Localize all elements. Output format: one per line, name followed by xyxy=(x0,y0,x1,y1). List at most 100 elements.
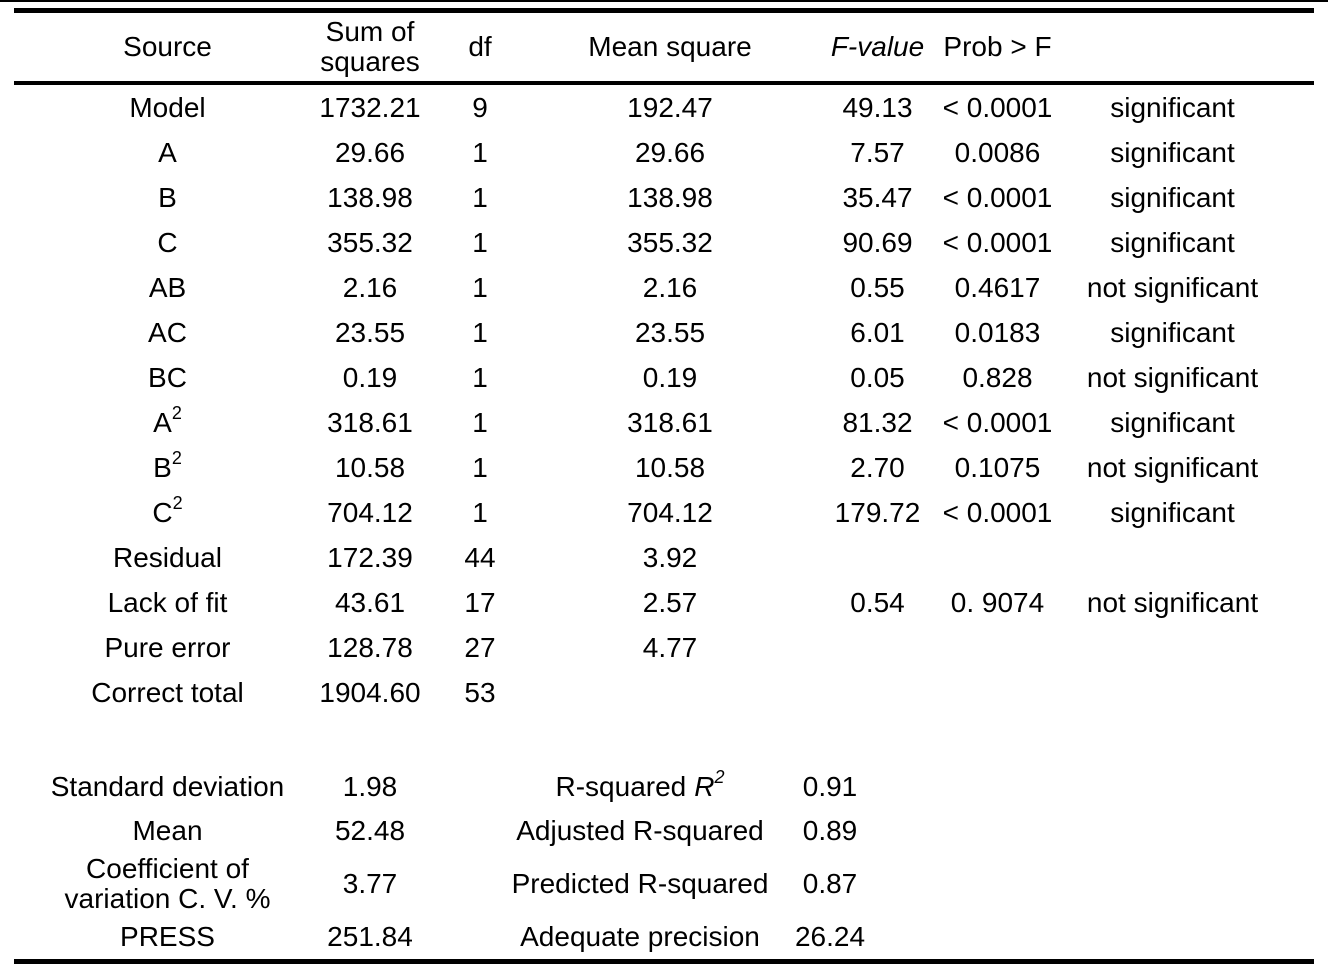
cell-sum-of-squares: 10.58 xyxy=(334,451,406,483)
label-text: R-squared xyxy=(555,771,687,802)
anova-row-ac: AC 23.55 1 23.55 6.01 0.0183 significant xyxy=(35,310,1328,355)
cell-df: 27 xyxy=(464,631,496,663)
cell-significance xyxy=(1060,625,1285,670)
cell-prob-f: 0.1075 xyxy=(954,451,1041,483)
cell-significance xyxy=(1060,670,1285,715)
summary-value-2: 0.87 xyxy=(802,868,858,899)
anova-row-ab: AB 2.16 1 2.16 0.55 0.4617 not significa… xyxy=(35,265,1328,310)
cell-df: 1 xyxy=(472,181,488,213)
cell-df: 53 xyxy=(464,676,496,708)
cell-mean-square: 192.47 xyxy=(627,91,713,123)
cell-source: Residual xyxy=(113,541,222,573)
cell-source: Pure error xyxy=(104,631,231,663)
cell-df: 9 xyxy=(472,91,488,123)
cell-mean-square: 704.12 xyxy=(627,496,713,528)
cell-f-value: 7.57 xyxy=(850,136,905,168)
cell-f-value: 0.54 xyxy=(850,586,905,618)
header-prob-f: Prob > F xyxy=(943,31,1052,62)
cell-sum-of-squares: 704.12 xyxy=(327,496,413,528)
cell-prob-f: 0.828 xyxy=(962,361,1033,393)
label-italic-r: R xyxy=(694,771,715,802)
cell-sum-of-squares: 0.19 xyxy=(342,361,398,393)
header-significance xyxy=(1060,13,1285,81)
cell-prob-f: < 0.0001 xyxy=(942,406,1053,438)
section-gap xyxy=(0,715,1328,765)
cell-df: 1 xyxy=(472,271,488,303)
cell-f-value: 49.13 xyxy=(842,91,913,123)
anova-row-c: C 355.32 1 355.32 90.69 < 0.0001 signifi… xyxy=(35,220,1328,265)
cell-source: BC xyxy=(148,361,187,393)
source-base: A xyxy=(153,406,172,438)
cell-f-value xyxy=(820,670,935,715)
summary-value-2: 26.24 xyxy=(794,921,866,952)
header-df: df xyxy=(468,31,492,62)
anova-row-b: B 138.98 1 138.98 35.47 < 0.0001 signifi… xyxy=(35,175,1328,220)
cell-source: AC xyxy=(148,316,187,348)
summary-value-2: 0.89 xyxy=(802,815,858,846)
summary-value: 52.48 xyxy=(334,815,406,846)
cell-prob-f: 0.4617 xyxy=(954,271,1041,303)
header-source: Source xyxy=(123,31,212,62)
cell-significance: significant xyxy=(1110,136,1235,168)
summary-label-2: Adjusted R-squared xyxy=(516,815,764,846)
cell-mean-square: 10.58 xyxy=(634,451,706,483)
summary-label-2: R-squared R 2 xyxy=(555,767,725,802)
summary-row-standard-deviation: Standard deviation 1.98 R-squared R 2 0.91 xyxy=(35,765,1328,809)
cell-source: Lack of fit xyxy=(107,586,228,618)
cell-significance: not significant xyxy=(1086,361,1259,393)
cell-mean-square: 2.57 xyxy=(642,586,698,618)
cell-sum-of-squares: 29.66 xyxy=(334,136,406,168)
cell-prob-f: 0. 9074 xyxy=(950,586,1045,618)
cell-f-value: 0.55 xyxy=(850,271,905,303)
cell-df: 1 xyxy=(472,496,488,528)
cell-df: 1 xyxy=(472,361,488,393)
anova-row-correct-total: Correct total 1904.60 53 xyxy=(35,670,1328,715)
cell-df: 1 xyxy=(472,406,488,438)
cell-df: 17 xyxy=(464,586,496,618)
cell-significance: significant xyxy=(1110,91,1235,123)
summary-row-mean: Mean 52.48 Adjusted R-squared 0.89 xyxy=(35,809,1328,853)
cell-df: 1 xyxy=(472,226,488,258)
anova-row-lack-of-fit: Lack of fit 43.61 17 2.57 0.54 0. 9074 n… xyxy=(35,580,1328,625)
cell-prob-f xyxy=(935,670,1060,715)
cell-mean-square: 318.61 xyxy=(627,406,713,438)
cell-prob-f: < 0.0001 xyxy=(942,181,1053,213)
cell-prob-f: < 0.0001 xyxy=(942,91,1053,123)
anova-row-pure-error: Pure error 128.78 27 4.77 xyxy=(35,625,1328,670)
top-thick-rule xyxy=(14,8,1314,13)
cell-prob-f xyxy=(935,625,1060,670)
cell-significance: significant xyxy=(1110,496,1235,528)
summary-label: Coefficient of variation C. V. % xyxy=(64,853,271,914)
cell-f-value: 179.72 xyxy=(834,496,921,528)
cell-sum-of-squares: 1904.60 xyxy=(319,676,421,708)
cell-significance: significant xyxy=(1110,316,1235,348)
summary-label: Standard deviation xyxy=(50,771,285,802)
cell-mean-square: 0.19 xyxy=(642,361,698,393)
cell-significance: not significant xyxy=(1086,271,1259,303)
cell-sum-of-squares: 318.61 xyxy=(327,406,413,438)
summary-row-coefficient-of-variation: Coefficient of variation C. V. % 3.77 Pr… xyxy=(35,853,1328,915)
cell-prob-f: < 0.0001 xyxy=(942,496,1053,528)
cell-source: B xyxy=(158,181,177,213)
cell-significance: not significant xyxy=(1086,451,1259,483)
cell-mean-square: 2.16 xyxy=(642,271,698,303)
cell-df: 1 xyxy=(472,451,488,483)
bottom-thick-rule xyxy=(14,959,1314,964)
cell-significance xyxy=(1060,535,1285,580)
cell-prob-f: < 0.0001 xyxy=(942,226,1053,258)
header-f-value: F-value xyxy=(830,31,925,62)
cell-df: 1 xyxy=(472,136,488,168)
summary-label-2: Adequate precision xyxy=(520,921,760,952)
cell-prob-f: 0.0086 xyxy=(954,136,1041,168)
cell-mean-square xyxy=(520,670,820,715)
cell-prob-f: 0.0183 xyxy=(954,316,1041,348)
summary-label: Mean xyxy=(132,815,203,846)
cell-sum-of-squares: 128.78 xyxy=(327,631,413,663)
cell-f-value: 2.70 xyxy=(850,451,905,483)
cell-mean-square: 23.55 xyxy=(634,316,706,348)
